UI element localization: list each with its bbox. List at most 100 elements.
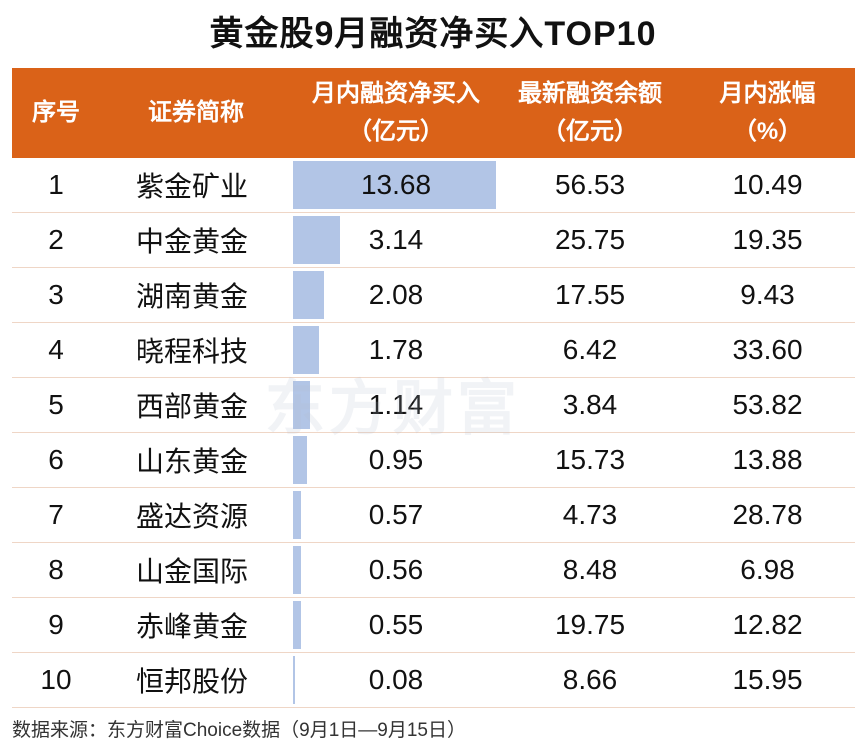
net-buy-value: 0.08	[368, 664, 424, 695]
change-cell: 13.88	[680, 432, 855, 488]
name-cell: 紫金矿业	[100, 158, 292, 213]
balance-cell: 15.73	[500, 432, 680, 488]
stock-name: 中金黄金	[136, 226, 249, 257]
stock-name: 赤峰黄金	[136, 611, 249, 642]
header-rank: 序号	[12, 68, 100, 158]
table-row: 8 山金国际 0.56 8.48 6.98	[12, 542, 855, 598]
balance-cell: 25.75	[500, 212, 680, 268]
header-unit: （%）	[732, 118, 803, 145]
change-cell: 19.35	[680, 212, 855, 268]
stock-name: 盛达资源	[136, 501, 249, 532]
net-buy-cell: 0.57	[292, 487, 500, 543]
stock-name: 湖南黄金	[136, 281, 249, 312]
table-row: 7 盛达资源 0.57 4.73 28.78	[12, 487, 855, 543]
header-balance: 最新融资余额 （亿元）	[500, 68, 680, 158]
balance-cell: 17.55	[500, 267, 680, 323]
name-cell: 山东黄金	[100, 432, 292, 488]
net-buy-cell: 13.68	[292, 158, 500, 213]
header-name: 证券简称	[100, 68, 292, 158]
net-buy-value: 0.57	[368, 499, 424, 530]
rank-cell: 4	[12, 322, 100, 378]
header-label: 月内融资净买入	[312, 80, 480, 107]
change-cell: 33.60	[680, 322, 855, 378]
table-row: 9 赤峰黄金 0.55 19.75 12.82	[12, 597, 855, 653]
name-cell: 赤峰黄金	[100, 597, 292, 653]
net-buy-bar	[293, 656, 295, 704]
change-cell: 15.95	[680, 652, 855, 708]
name-cell: 山金国际	[100, 542, 292, 598]
net-buy-bar	[293, 546, 302, 594]
change-cell: 28.78	[680, 487, 855, 543]
balance-cell: 19.75	[500, 597, 680, 653]
header-unit: （亿元）	[348, 118, 444, 145]
name-cell: 恒邦股份	[100, 652, 292, 708]
stock-name: 晓程科技	[136, 336, 249, 367]
net-buy-cell: 1.14	[292, 377, 500, 433]
data-source-note: 数据来源：东方财富Choice数据（9月1日—9月15日）	[12, 720, 466, 741]
rank-cell: 6	[12, 432, 100, 488]
stock-name: 恒邦股份	[136, 666, 249, 697]
net-buy-bar	[293, 326, 320, 374]
net-buy-bar	[293, 601, 302, 649]
stock-name: 山金国际	[136, 556, 249, 587]
net-buy-cell: 2.08	[292, 267, 500, 323]
rank-cell: 8	[12, 542, 100, 598]
balance-cell: 56.53	[500, 158, 680, 213]
stock-name: 山东黄金	[136, 446, 249, 477]
net-buy-cell: 3.14	[292, 212, 500, 268]
table-row: 1 紫金矿业 13.68 56.53 10.49	[12, 158, 855, 213]
rank-cell: 1	[12, 158, 100, 213]
header-label: 序号	[32, 99, 80, 126]
balance-cell: 8.48	[500, 542, 680, 598]
net-buy-bar	[293, 271, 324, 319]
net-buy-value: 0.56	[368, 554, 424, 585]
table-row: 3 湖南黄金 2.08 17.55 9.43	[12, 267, 855, 323]
name-cell: 中金黄金	[100, 212, 292, 268]
rank-cell: 9	[12, 597, 100, 653]
table-row: 4 晓程科技 1.78 6.42 33.60	[12, 322, 855, 378]
stock-name: 紫金矿业	[136, 171, 249, 202]
net-buy-value: 2.08	[368, 279, 424, 310]
stock-name: 西部黄金	[136, 391, 249, 422]
top10-table: 序号 证券简称 月内融资净买入 （亿元） 最新融资余额 （亿元） 月内涨幅 （%） 1…	[12, 68, 855, 708]
rank-cell: 5	[12, 377, 100, 433]
net-buy-bar	[293, 436, 308, 484]
net-buy-value: 1.78	[368, 334, 424, 365]
table-row: 2 中金黄金 3.14 25.75 19.35	[12, 212, 855, 268]
balance-cell: 8.66	[500, 652, 680, 708]
header-change: 月内涨幅 （%）	[680, 68, 855, 158]
name-cell: 晓程科技	[100, 322, 292, 378]
net-buy-cell: 0.08	[292, 652, 500, 708]
header-label: 月内涨幅	[719, 80, 816, 107]
net-buy-cell: 0.95	[292, 432, 500, 488]
net-buy-value: 0.55	[368, 609, 424, 640]
net-buy-bar	[293, 161, 496, 209]
name-cell: 盛达资源	[100, 487, 292, 543]
net-buy-cell: 1.78	[292, 322, 500, 378]
table-row: 5 西部黄金 1.14 3.84 53.82	[12, 377, 855, 433]
balance-cell: 4.73	[500, 487, 680, 543]
table-header-row: 序号 证券简称 月内融资净买入 （亿元） 最新融资余额 （亿元） 月内涨幅 （%）	[12, 68, 855, 158]
table-row: 10 恒邦股份 0.08 8.66 15.95	[12, 652, 855, 708]
header-label: 证券简称	[148, 99, 244, 126]
net-buy-bar	[293, 216, 340, 264]
balance-cell: 6.42	[500, 322, 680, 378]
net-buy-value: 1.14	[368, 389, 424, 420]
change-cell: 6.98	[680, 542, 855, 598]
change-cell: 9.43	[680, 267, 855, 323]
rank-cell: 7	[12, 487, 100, 543]
net-buy-cell: 0.55	[292, 597, 500, 653]
change-cell: 53.82	[680, 377, 855, 433]
rank-cell: 3	[12, 267, 100, 323]
change-cell: 10.49	[680, 158, 855, 213]
name-cell: 湖南黄金	[100, 267, 292, 323]
net-buy-value: 13.68	[360, 169, 432, 200]
net-buy-value: 0.95	[368, 444, 424, 475]
header-unit: （亿元）	[542, 118, 638, 145]
header-label: 最新融资余额	[518, 80, 662, 107]
balance-cell: 3.84	[500, 377, 680, 433]
header-net-buy: 月内融资净买入 （亿元）	[292, 68, 500, 158]
table-row: 6 山东黄金 0.95 15.73 13.88	[12, 432, 855, 488]
page-title: 黄金股9月融资净买入TOP10	[209, 15, 657, 53]
net-buy-bar	[293, 381, 310, 429]
